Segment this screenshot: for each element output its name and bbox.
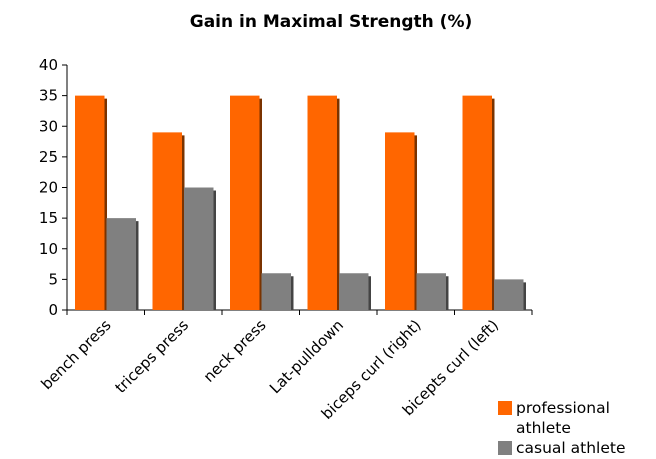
bar-shadow [523,282,526,310]
legend-label-casual: casual athlete [516,439,626,457]
legend-swatch-casual [498,441,512,455]
bar-professional-athlete-0 [75,95,105,310]
bar-shadow [259,98,262,310]
bar-shadow [291,276,294,310]
bars [75,95,526,310]
y-tick-label: 0 [48,301,58,319]
bar-shadow [136,221,139,310]
bar-shadow [446,276,449,310]
bar-professional-athlete-5 [462,95,492,310]
bar-casual-athlete-2 [261,273,291,310]
y-tick-label: 20 [39,179,58,197]
y-tick-label: 40 [39,56,58,74]
axes: 0 5 10 15 20 25 30 35 40 [39,56,533,319]
y-tick-label: 15 [39,209,58,227]
legend-item-professional: professional athlete [498,398,656,438]
y-tick-label: 35 [39,87,58,105]
legend-label-professional: professional athlete [516,399,610,437]
bar-professional-athlete-3 [307,95,337,310]
x-tick-label: Lat-pulldown [266,316,347,397]
y-tick-label: 25 [39,148,58,166]
bar-shadow [368,276,371,310]
bar-shadow [337,98,340,310]
bar-shadow [182,135,185,310]
chart-title: Gain in Maximal Strength (%) [190,12,473,32]
y-tick-label: 30 [39,117,58,135]
bar-professional-athlete-2 [230,95,260,310]
bar-shadow [414,135,417,310]
legend: professional athlete casual athlete [498,398,656,458]
legend-swatch-professional [498,401,512,415]
x-tick-label: triceps press [111,316,192,397]
bar-shadow [104,98,107,310]
bar-casual-athlete-3 [339,273,369,310]
bar-casual-athlete-4 [416,273,446,310]
y-tick-label: 10 [39,240,58,258]
bar-shadow [492,98,495,310]
legend-item-casual: casual athlete [498,438,656,458]
bar-casual-athlete-1 [184,187,214,310]
x-tick-label: bench press [38,316,115,393]
bar-casual-athlete-0 [106,218,136,310]
bar-casual-athlete-5 [494,279,524,310]
bar-professional-athlete-4 [385,132,415,310]
y-tick-label: 5 [48,270,58,288]
bar-professional-athlete-1 [152,132,182,310]
bar-shadow [213,190,216,310]
x-tick-label: neck press [200,316,270,386]
